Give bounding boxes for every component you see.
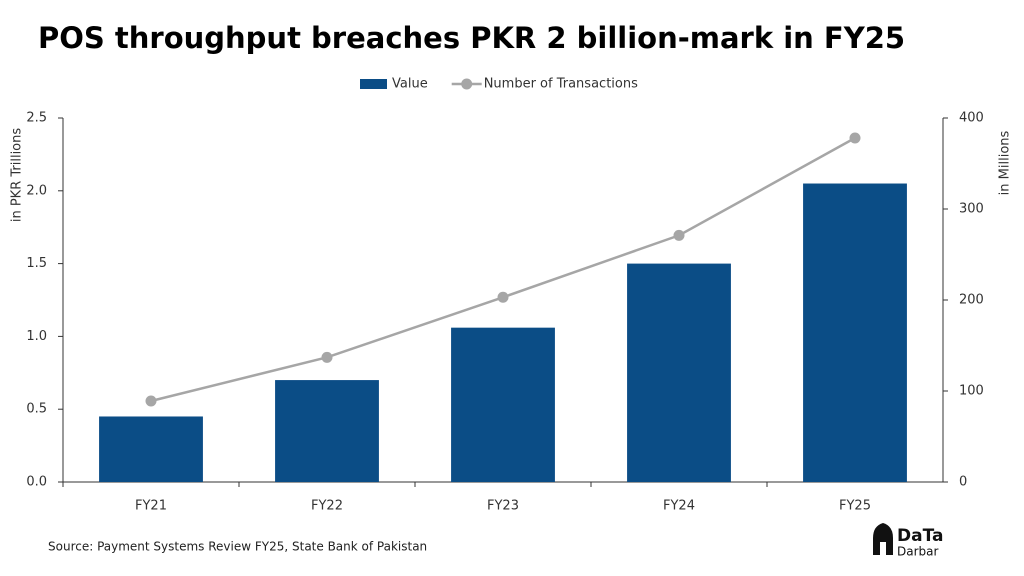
bar xyxy=(99,416,203,482)
logo-top: DaTa xyxy=(897,526,943,546)
bar xyxy=(275,380,379,482)
y-tick-label: 2.5 xyxy=(26,111,47,126)
y-tick-label: 1.0 xyxy=(26,329,47,344)
legend-swatch xyxy=(360,79,387,89)
x-tick-label: FY22 xyxy=(311,499,343,514)
line-point xyxy=(321,351,333,363)
legend-swatch-point xyxy=(461,78,473,90)
x-tick-label: FY21 xyxy=(135,499,167,514)
line-point xyxy=(849,132,861,144)
y-tick-label: 2.0 xyxy=(26,183,47,198)
y-axis-title: in PKR Trillions xyxy=(10,128,25,223)
y2-tick-label: 200 xyxy=(959,293,984,308)
chart-title: POS throughput breaches PKR 2 billion-ma… xyxy=(38,21,905,55)
y2-tick-label: 400 xyxy=(959,111,984,126)
y2-tick-label: 0 xyxy=(959,475,967,490)
bar xyxy=(627,263,731,482)
bar xyxy=(451,327,555,482)
y2-axis-title: in Millions xyxy=(998,130,1013,195)
logo-door xyxy=(880,542,886,555)
bar xyxy=(803,183,907,482)
line-point xyxy=(497,291,509,303)
y-tick-label: 0.5 xyxy=(26,402,47,417)
line-point xyxy=(673,229,685,241)
x-tick-label: FY25 xyxy=(839,499,871,514)
y2-tick-label: 100 xyxy=(959,384,984,399)
x-tick-label: FY24 xyxy=(663,499,695,514)
source: Source: Payment Systems Review FY25, Sta… xyxy=(48,540,427,554)
y-tick-label: 1.5 xyxy=(26,256,47,271)
logo-icon xyxy=(873,523,893,555)
legend-label: Value xyxy=(392,77,428,92)
legend-label: Number of Transactions xyxy=(484,77,638,92)
y-tick-label: 0.0 xyxy=(26,475,47,490)
line-point xyxy=(145,395,157,407)
x-tick-label: FY23 xyxy=(487,499,519,514)
logo: DaTa Darbar xyxy=(873,523,943,559)
y2-tick-label: 300 xyxy=(959,202,984,217)
logo-bottom: Darbar xyxy=(897,545,938,559)
